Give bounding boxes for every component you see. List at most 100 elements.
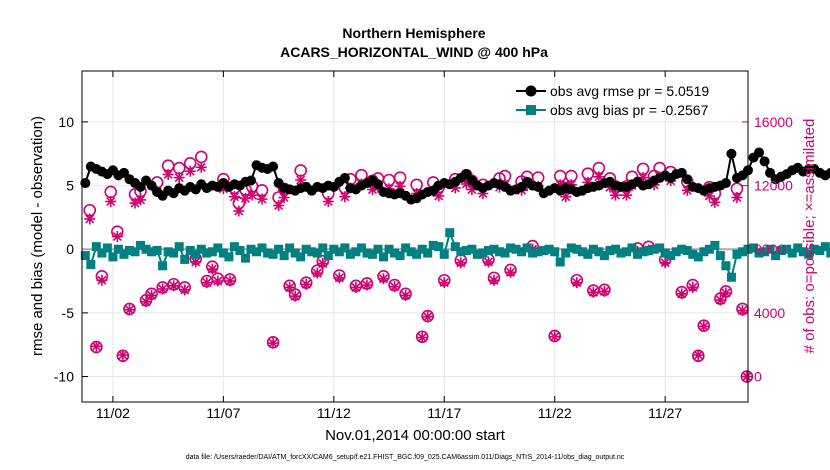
y-right-tick-label: 8000	[754, 241, 785, 257]
obs-assimilated-point	[698, 320, 710, 332]
bias-point	[191, 249, 201, 259]
x-tick-label: 11/12	[317, 405, 351, 421]
bias-point	[252, 247, 262, 257]
asterisk-stroke	[147, 290, 157, 300]
asterisk-stroke	[721, 288, 731, 298]
bias-point	[445, 228, 455, 238]
rmse-point	[339, 172, 350, 183]
bias-point	[511, 244, 521, 254]
bias-point	[224, 252, 234, 262]
obs-assimilated-point	[687, 281, 699, 293]
bias-point	[754, 248, 764, 258]
bias-point	[726, 272, 736, 282]
bias-point	[202, 248, 212, 258]
x-tick-label: 11/27	[648, 405, 682, 421]
asterisk-stroke	[699, 321, 709, 331]
asterisk-stroke	[296, 175, 306, 185]
bias-point	[804, 249, 814, 259]
y-left-tick-label: -10	[54, 369, 74, 385]
bias-point	[395, 251, 405, 261]
asterisk-stroke	[334, 273, 344, 283]
asterisk-stroke	[572, 278, 582, 288]
asterisk-stroke	[312, 268, 322, 278]
y-left-tick-label: 10	[58, 114, 74, 130]
bias-point	[207, 247, 217, 257]
bias-point	[798, 247, 808, 257]
obs-assimilated-point	[676, 288, 688, 300]
bias-point	[599, 251, 609, 261]
obs-assimilated-point	[571, 277, 583, 289]
chart-subtitle: ACARS_HORIZONTAL_WIND @ 400 hPa	[280, 44, 548, 60]
obs-assimilated-point	[228, 191, 240, 203]
bias-point	[588, 244, 598, 254]
obs-assimilated-point	[587, 286, 599, 298]
bias-point	[268, 249, 278, 259]
bias-point	[174, 242, 184, 252]
asterisk-stroke	[247, 190, 257, 200]
bias-point	[362, 248, 372, 258]
asterisk-stroke	[351, 282, 361, 292]
obs-assimilated-point	[105, 195, 117, 207]
bias-point	[367, 249, 377, 259]
asterisk-stroke	[106, 196, 116, 207]
bias-point	[102, 243, 112, 253]
bias-point	[517, 247, 527, 257]
bias-point	[826, 248, 830, 258]
bias-point	[544, 244, 554, 254]
obs-assimilated-point	[179, 284, 191, 296]
y-axis-label-right: # of obs: o=possible; ×=assimilated	[801, 119, 818, 354]
bias-point	[467, 244, 477, 254]
bias-point	[760, 247, 770, 257]
bias-point	[644, 246, 654, 256]
obs-assimilated-point	[400, 289, 412, 301]
rmse-point	[682, 174, 693, 185]
asterisk-stroke	[318, 259, 328, 269]
legend-rmse-label: obs avg rmse pr = 5.0519	[550, 83, 709, 99]
obs-assimilated-point	[123, 304, 135, 316]
rmse-point	[245, 175, 256, 186]
y-axis-label-left: rmse and bias (model - observation)	[29, 116, 46, 356]
bias-point	[782, 244, 792, 254]
asterisk-stroke	[732, 192, 742, 203]
bias-point	[660, 248, 670, 258]
bias-point	[323, 251, 333, 261]
asterisk-stroke	[710, 197, 720, 207]
obs-assimilated-point	[659, 257, 671, 269]
asterisk-stroke	[118, 350, 128, 360]
bias-point	[666, 251, 676, 261]
asterisk-stroke	[136, 195, 146, 205]
asterisk-stroke	[417, 333, 427, 343]
asterisk-stroke	[506, 267, 516, 277]
x-tick-label: 11/07	[206, 405, 240, 421]
asterisk-stroke	[268, 338, 278, 348]
bias-point	[809, 244, 819, 254]
asterisk-stroke	[588, 287, 598, 297]
asterisk-stroke	[257, 194, 267, 204]
asterisk-stroke	[737, 305, 748, 316]
legend: obs avg rmse pr = 5.0519 obs avg bias pr…	[516, 83, 709, 118]
bias-point	[152, 246, 162, 256]
bias-point	[334, 247, 344, 257]
asterisk-stroke	[180, 285, 190, 295]
asterisk-stroke	[225, 276, 235, 286]
bias-point	[622, 247, 632, 257]
bias-point	[290, 248, 300, 258]
asterisk-stroke	[185, 166, 195, 176]
bias-point	[401, 243, 411, 253]
asterisk-stroke	[163, 169, 173, 179]
asterisk-stroke	[285, 282, 295, 292]
obs-assimilated-point	[416, 332, 428, 344]
bias-point	[158, 261, 168, 271]
bias-point	[379, 252, 389, 262]
bias-point	[771, 251, 781, 261]
bias-point	[577, 247, 587, 257]
bias-point	[456, 247, 466, 257]
asterisk-stroke	[112, 231, 122, 242]
bias-point	[815, 246, 825, 256]
rmse-point	[754, 147, 765, 158]
bias-point	[229, 242, 239, 252]
bias-point	[301, 244, 311, 254]
obs-assimilated-point	[273, 199, 285, 211]
obs-assimilated-point	[455, 257, 467, 269]
bias-point	[246, 244, 256, 254]
